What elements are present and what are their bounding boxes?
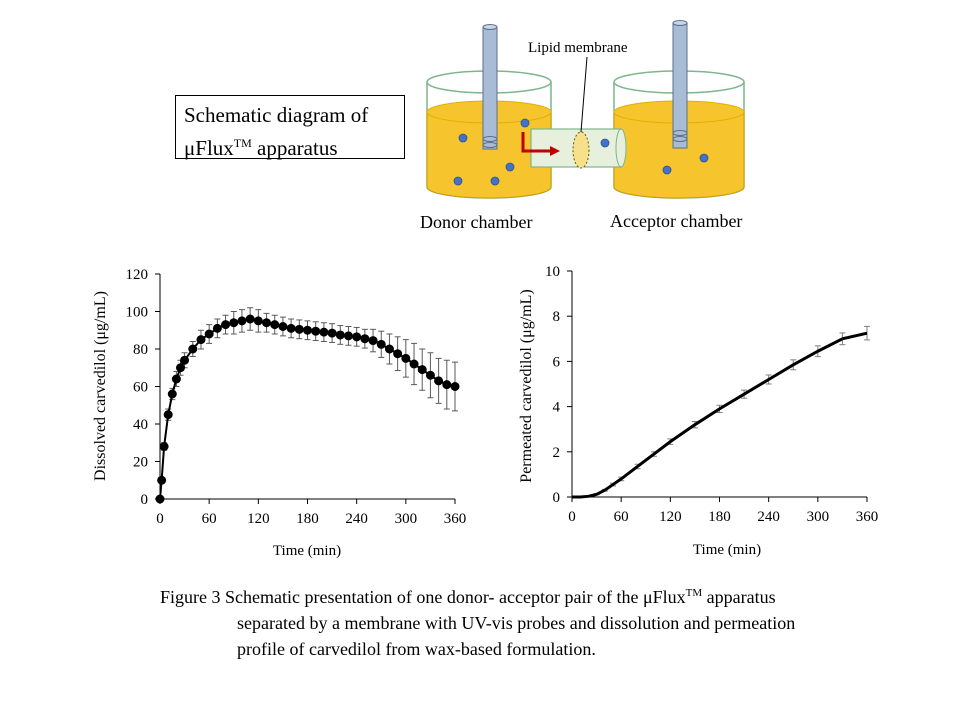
permeation-x-tick-label: 360 (856, 509, 879, 525)
dissolution-data-point (253, 316, 263, 326)
dissolution-data-point (221, 320, 231, 330)
dissolution-data-point (327, 328, 337, 338)
dissolution-x-tick-label: 180 (296, 511, 319, 527)
permeation-y-tick-label: 8 (553, 309, 561, 325)
dissolution-y-tick-label: 80 (133, 342, 148, 358)
dissolution-data-point (237, 316, 247, 326)
caption-superscript: TM (685, 587, 703, 599)
diffusion-arrow (521, 132, 560, 156)
caption-line-1: Figure 3 Schematic presentation of one d… (160, 580, 920, 610)
dissolution-chart: 0 60 120 180 240 300 360 0 20 40 60 80 100 120 Time (… (92, 267, 467, 559)
dissolution-data-point (384, 344, 394, 354)
dissolution-data-point (425, 370, 435, 380)
dissolution-data-point (175, 363, 185, 373)
dissolution-data-point (393, 349, 403, 359)
dissolution-data-point (368, 336, 378, 346)
dissolution-y-tick-label: 120 (126, 267, 149, 283)
caption-line-1-prefix: Figure 3 Schematic presentation of one d… (160, 587, 686, 607)
dissolution-data-point (278, 322, 288, 331)
dissolution-data-point (262, 318, 272, 328)
lipid-membrane (572, 131, 590, 169)
schematic-title-box: Schematic diagram of μFluxTM apparatus (175, 95, 405, 162)
permeation-chart: 0 60 120 180 240 300 360 0 2 4 6 8 10 Time (min) Per… (518, 264, 879, 558)
permeation-y-tick-label: 10 (545, 264, 560, 280)
permeation-x-tick-label: 60 (614, 509, 629, 525)
dissolution-x-axis-label: Time (min) (273, 543, 341, 559)
dissolution-data-point (245, 314, 255, 324)
donor-uv-probe (482, 24, 498, 150)
dissolution-data-point (163, 410, 173, 420)
schematic-title-suffix: apparatus (251, 136, 338, 160)
drug-particles (453, 118, 709, 186)
caption-line-2: separated by a membrane with UV-vis prob… (237, 613, 796, 633)
donor-chamber-label: Donor chamber (420, 212, 533, 232)
apparatus-diagram (426, 20, 745, 199)
dissolution-data-point (157, 475, 167, 485)
dissolution-data-point (409, 359, 419, 369)
permeation-x-tick-label: 120 (659, 509, 682, 525)
dissolution-x-tick-label: 0 (156, 511, 164, 527)
dissolution-y-tick-label: 0 (141, 492, 149, 508)
permeation-x-tick-label: 180 (708, 509, 731, 525)
dissolution-data-point (319, 327, 329, 337)
permeation-x-tick-label: 0 (568, 509, 576, 525)
membrane-label: Lipid membrane (528, 40, 628, 56)
dissolution-data-point (311, 326, 321, 336)
dissolution-data-point (417, 365, 427, 375)
dissolution-series-line (159, 317, 456, 500)
caption-line-3: profile of carvedilol from wax-based for… (237, 639, 596, 659)
acceptor-uv-probe (672, 20, 688, 149)
permeation-series-line (572, 331, 868, 499)
dissolution-data-point (294, 324, 304, 334)
schematic-title-line2: μFluxTM apparatus (184, 129, 396, 162)
permeation-x-axis-label: Time (min) (693, 542, 761, 558)
dissolution-x-tick-label: 360 (444, 511, 467, 527)
dissolution-x-tick-label: 120 (247, 511, 269, 527)
dissolution-x-tick-label: 300 (395, 511, 418, 527)
permeation-y-tick-label: 2 (553, 445, 561, 461)
permeation-y-tick-label: 0 (553, 490, 561, 506)
dissolution-x-tick-label: 240 (345, 511, 368, 527)
dissolution-data-point (442, 380, 452, 390)
dissolution-y-axis-label: Dissolved carvedilol (μg/mL) (92, 291, 109, 481)
schematic-title-superscript: TM (233, 136, 252, 150)
schematic-title-prefix: μFlux (184, 136, 234, 160)
dissolution-data-point (450, 382, 460, 391)
dissolution-y-tick-label: 20 (133, 455, 148, 471)
dissolution-y-tick-label: 60 (133, 380, 148, 396)
dissolution-data-point (303, 325, 312, 335)
membrane-label-leader (580, 56, 588, 133)
permeation-y-tick-label: 4 (553, 400, 561, 416)
dissolution-data-point (360, 334, 370, 344)
acceptor-chamber-label: Acceptor chamber (610, 211, 743, 231)
permeation-x-tick-label: 300 (807, 509, 830, 525)
dissolution-data-point (167, 389, 177, 399)
dissolution-y-tick-label: 100 (126, 305, 149, 321)
dissolution-data-point (159, 442, 169, 451)
dissolution-y-tick-label: 40 (133, 417, 148, 433)
dissolution-data-point (196, 335, 206, 345)
permeation-y-axis-label: Permeated carvedilol (μg/mL) (518, 289, 535, 482)
dissolution-data-point (171, 374, 181, 384)
dissolution-data-point (180, 355, 190, 365)
dissolution-data-point (343, 331, 353, 341)
dissolution-data-point (270, 320, 280, 330)
dissolution-data-point (352, 332, 362, 342)
dissolution-data-point (229, 318, 239, 328)
dissolution-data-point (335, 330, 345, 340)
dissolution-data-point (401, 353, 411, 363)
permeation-y-tick-label: 6 (553, 354, 561, 370)
dissolution-data-point (212, 323, 222, 333)
dissolution-data-point (204, 329, 214, 339)
dissolution-data-point (434, 376, 444, 386)
schematic-title-line1: Schematic diagram of (184, 103, 369, 127)
dissolution-data-point (376, 339, 386, 349)
dissolution-x-tick-label: 60 (202, 511, 217, 527)
dissolution-data-point (188, 344, 198, 354)
permeation-x-tick-label: 240 (757, 509, 780, 525)
dissolution-data-point (286, 323, 296, 333)
caption-line-1-suffix: apparatus (702, 587, 776, 607)
figure-caption: Figure 3 Schematic presentation of one d… (160, 580, 920, 662)
